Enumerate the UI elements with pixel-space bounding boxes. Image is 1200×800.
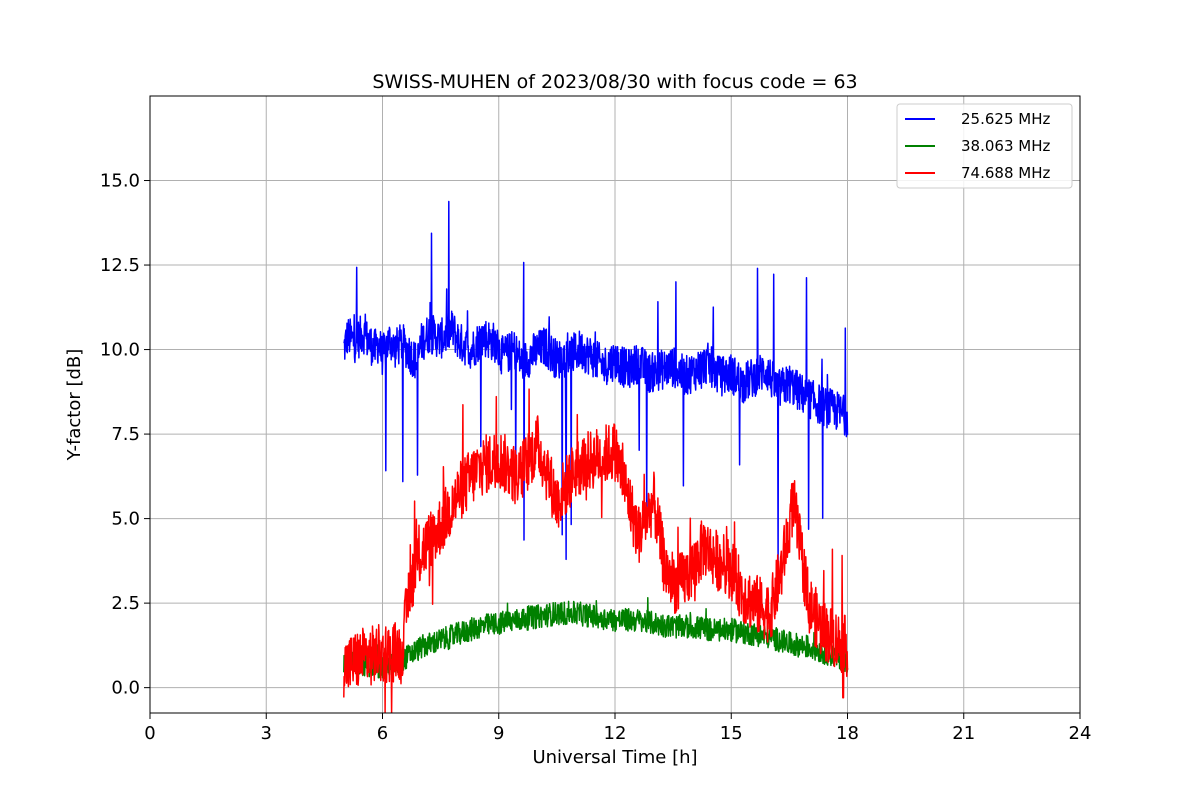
legend-entry: 25.625 MHz: [961, 110, 1050, 128]
x-axis-title: Universal Time [h]: [532, 747, 697, 768]
series-74-688-mhz: [343, 388, 849, 714]
y-tick-label: 10.0: [100, 340, 140, 361]
y-axis-title: Y-factor [dB]: [64, 349, 85, 462]
legend: 25.625 MHz 38.063 MHz 74.688 MHz: [896, 103, 1073, 189]
y-tick-label: 5.0: [111, 509, 140, 530]
y-tick-label: 15.0: [100, 171, 140, 192]
x-tick-label: 0: [144, 723, 155, 744]
x-tick-label: 21: [952, 723, 975, 744]
x-tick-label: 3: [261, 723, 272, 744]
legend-entry: 38.063 MHz: [961, 137, 1050, 155]
series-layer: [343, 200, 849, 714]
ticks: 0 3 6 9 12 15 18 21 24 0.0 2.5 5.0 7.5 10.0 12.5 15.0: [100, 171, 1092, 744]
x-tick-label: 9: [493, 723, 504, 744]
y-tick-label: 12.5: [100, 255, 140, 276]
x-tick-label: 24: [1069, 723, 1092, 744]
x-tick-label: 6: [377, 723, 388, 744]
x-tick-label: 18: [836, 723, 859, 744]
y-tick-label: 7.5: [111, 424, 140, 445]
legend-entry: 74.688 MHz: [961, 164, 1050, 182]
y-tick-label: 0.0: [111, 678, 140, 699]
y-tick-label: 2.5: [111, 593, 140, 614]
x-tick-label: 15: [720, 723, 743, 744]
legend-box: [896, 103, 1073, 189]
chart-title: SWISS-MUHEN of 2023/08/30 with focus cod…: [372, 71, 857, 93]
series-25-625-mhz: [343, 200, 849, 567]
x-tick-label: 12: [604, 723, 627, 744]
